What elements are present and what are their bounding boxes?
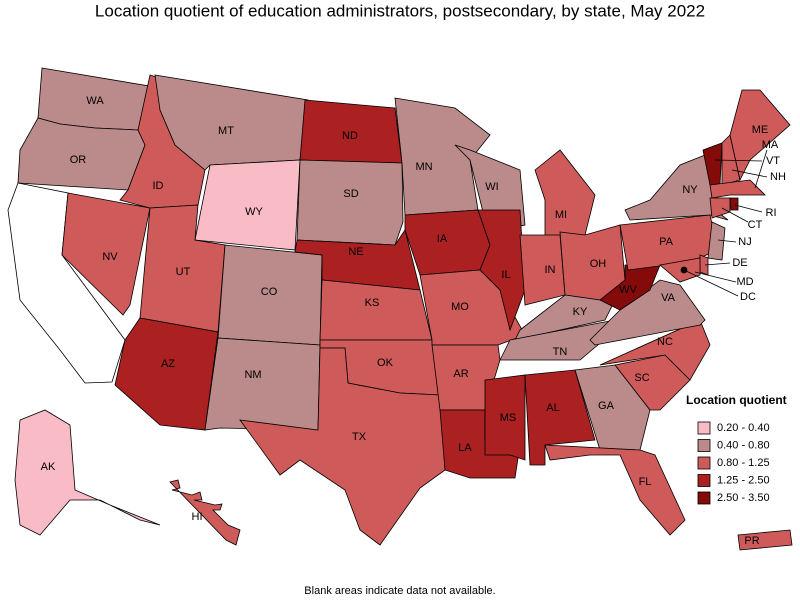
legend-swatch (697, 439, 711, 452)
leader-line (717, 239, 737, 243)
state-label: VA (661, 292, 676, 304)
legend-title: Location quotient (686, 393, 787, 407)
state-label: NJ (738, 236, 751, 248)
state-label: MS (500, 412, 517, 424)
state (484, 374, 526, 461)
state-label: FL (639, 476, 652, 488)
leader-line (734, 204, 763, 213)
state (534, 149, 596, 239)
state-label: DE (732, 257, 747, 269)
state (709, 197, 731, 219)
legend-swatch (697, 491, 711, 505)
state-label: NM (244, 369, 261, 381)
state-label: VT (766, 155, 780, 167)
legend-label: 2.50 - 3.50 (717, 492, 770, 504)
state-label: MA (762, 139, 779, 151)
state-label: KS (365, 297, 380, 309)
state (477, 209, 526, 332)
state-label: NV (102, 251, 118, 263)
state (707, 221, 726, 261)
state (394, 97, 491, 216)
map-title: Location quotient of education administr… (95, 1, 705, 20)
legend-swatch (697, 456, 711, 470)
state-label: HI (192, 511, 203, 523)
state-label: AL (546, 402, 559, 414)
leader-line (721, 207, 749, 223)
state (519, 234, 566, 306)
state-label: NH (770, 171, 786, 183)
state (709, 179, 766, 199)
legend-label: 1.25 - 2.50 (717, 474, 770, 486)
state-label: UT (176, 266, 191, 278)
state-label: RI (766, 207, 777, 219)
state-label: OH (590, 258, 607, 270)
states (7, 67, 793, 551)
state-label: KY (573, 306, 588, 318)
state-label: PR (744, 535, 759, 547)
state (204, 337, 321, 431)
legend-label: 0.40 - 0.80 (717, 439, 770, 451)
leader-line (694, 271, 737, 283)
state-label: OK (377, 357, 394, 369)
state (14, 409, 161, 536)
state-label: IL (501, 269, 510, 281)
state-label: MN (415, 161, 432, 173)
state-label: LA (458, 442, 472, 454)
state (729, 197, 739, 211)
state-label: SC (634, 372, 649, 384)
state-label: IN (545, 264, 556, 276)
state-label: IA (437, 233, 448, 245)
state-label: NC (657, 336, 673, 348)
state-label: WY (245, 206, 263, 218)
state (61, 192, 151, 316)
state-label: ND (342, 130, 358, 142)
legend-label: 0.80 - 1.25 (717, 457, 770, 469)
state-label: NE (348, 246, 363, 258)
legend-swatch (697, 474, 711, 487)
leader-line (704, 262, 731, 266)
leader-line (754, 149, 768, 189)
state-label: OR (70, 154, 87, 166)
state (296, 159, 404, 246)
state-label: MI (555, 209, 567, 221)
state-label: AK (41, 461, 56, 473)
state-label: MO (451, 301, 469, 313)
legend-swatch (697, 421, 711, 435)
state-label: GA (598, 400, 615, 412)
state-label: ID (153, 180, 164, 192)
state (404, 209, 491, 276)
state (619, 214, 719, 271)
state-label: DC (740, 291, 756, 303)
legend: 0.20 - 0.40 0.40 - 0.80 0.80 - 1.25 1.25 - … (697, 421, 770, 505)
state-label: CO (261, 286, 278, 298)
state (169, 479, 241, 546)
state-label: WI (485, 181, 498, 193)
state-label: TX (352, 431, 367, 443)
state-label: CT (748, 219, 763, 231)
state (737, 529, 793, 551)
state-label: WA (86, 95, 104, 107)
legend-label: 0.20 - 0.40 (717, 422, 770, 434)
state-label: MD (736, 276, 753, 288)
state (729, 89, 791, 182)
state (114, 317, 219, 431)
leader-line (683, 269, 739, 297)
state-label: SD (343, 188, 358, 200)
state (659, 257, 701, 283)
leader-line (714, 159, 763, 162)
state-label: NY (682, 184, 698, 196)
state-label: AR (453, 368, 468, 380)
state-label: MT (218, 125, 234, 137)
state (544, 444, 686, 536)
state-label: AZ (161, 358, 175, 370)
state-labels: WA OR NV ID MT WY UT AZ CO NM ND SD NE KS OK TX MN IA MO AR… (41, 95, 786, 547)
footnote: Blank areas indicate data not available. (304, 585, 495, 597)
state-label: TN (553, 346, 568, 358)
leader-line (731, 169, 768, 178)
state-label: ME (752, 124, 769, 136)
state-label: PA (659, 236, 674, 248)
state-label: WV (619, 284, 637, 296)
